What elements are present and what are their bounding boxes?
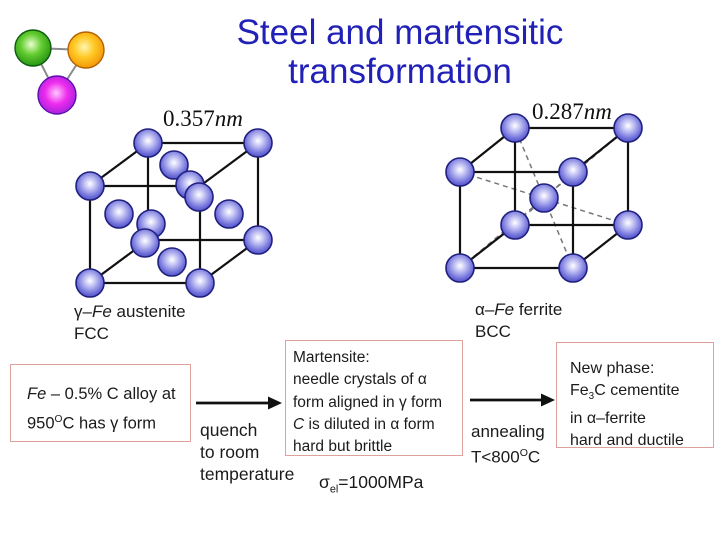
atom-sphere [613,210,643,240]
bcc-lattice-constant: 0.287nm [532,99,612,125]
atom-sphere [214,199,244,229]
fcc-structure-label: FCC [74,324,109,343]
annealing-label: annealing T<800OC [471,422,545,467]
annealing-temp: T<800OC [471,446,541,467]
logo-atom-green [14,29,52,67]
slide-title: Steel and martensitic transformation [160,13,640,91]
formula-subscript: 3 [588,391,595,403]
title-line-2: transformation [288,52,512,91]
fcc-phase-label: γ–Fe austenite [74,302,186,321]
bcc-caption: α–Fe ferrite BCC [475,299,562,343]
bcc-lattice-unit: nm [583,99,612,124]
flow-box-initial-alloy: Fe – 0.5% C alloy at 950OC has γ form [10,364,191,442]
atom-sphere [558,253,588,283]
atom-sphere [243,128,273,158]
atom-sphere [133,128,163,158]
fcc-lattice-constant: 0.357nm [163,106,243,132]
annealing-arrow [470,393,555,407]
degree-superscript: O [54,414,63,425]
fcc-lattice-value: 0.357 [163,106,215,131]
atom-sphere [613,113,643,143]
flow-box-cementite: New phase: Fe3C cementite in α–ferrite h… [556,342,714,449]
sigma-subscript: el [329,483,339,496]
martensite-line-4: C is diluted in α form [293,415,435,433]
title-line-1: Steel and martensitic [236,13,564,52]
bcc-structure-label: BCC [475,322,511,341]
flow-box-martensite: Martensite: needle crystals of α form al… [285,340,463,456]
fcc-unit-cell-diagram [75,128,273,298]
bcc-unit-cell-diagram [445,113,643,283]
bcc-phase-label: α–Fe ferrite [475,300,563,319]
three-atoms-logo [14,29,105,115]
cementite-formula-line: Fe3C cementite [570,382,680,403]
atom-sphere [445,157,475,187]
atom-sphere [500,210,530,240]
logo-atom-magenta [37,75,77,115]
atom-sphere [445,253,475,283]
fcc-lattice-unit: nm [214,106,243,131]
atom-sphere [529,183,559,213]
atom-sphere [75,268,105,298]
degree-superscript: O [519,446,528,459]
stress-label: σel=1000MPa [319,472,424,496]
quench-arrow [196,396,282,410]
atom-sphere [185,268,215,298]
atom-sphere [157,247,187,277]
logo-atom-orange [67,31,105,69]
atom-sphere [558,157,588,187]
quench-label: quench to room temperature [200,420,295,484]
fcc-caption: γ–Fe austenite FCC [74,301,186,345]
atom-sphere [130,228,160,258]
atom-sphere [159,150,189,180]
atom-sphere [243,225,273,255]
atom-sphere [184,182,214,212]
bcc-lattice-value: 0.287 [532,99,584,124]
atom-sphere [500,113,530,143]
alloy-line-2: 950OC has γ form [27,414,157,433]
sigma-symbol: σ [319,472,330,492]
alloy-line-1: Fe – 0.5% C alloy at [27,385,176,403]
atom-sphere [104,199,134,229]
atom-sphere [75,171,105,201]
